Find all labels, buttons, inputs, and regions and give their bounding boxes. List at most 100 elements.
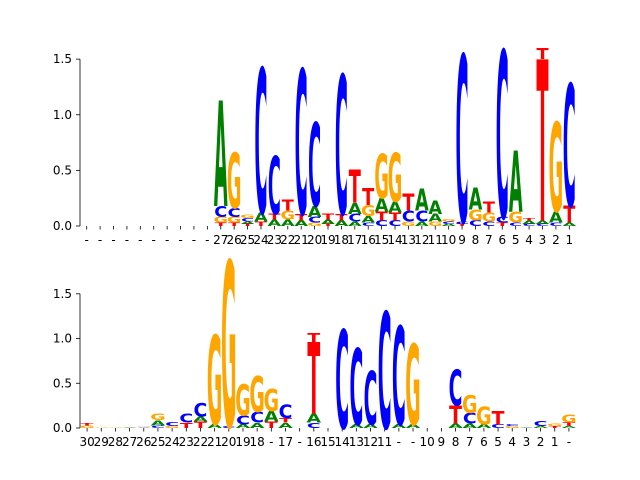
logo-letter-c: C [509,222,522,227]
logo-letter-t: T [563,201,575,228]
y-tick-label: 0.0 [53,421,72,435]
logo-letter-c: C [496,216,509,225]
x-tick-label: 26 [136,435,151,449]
logo-letter-c: C [268,141,281,233]
logo-letter-a: A [264,408,279,425]
x-tick-label: - [269,435,273,449]
x-tick-label: 11 [377,435,392,449]
logo-letter-g: G [94,427,109,428]
x-tick-label: - [192,233,196,247]
x-tick-label: 30 [79,435,94,449]
x-tick-label: 15 [320,435,335,449]
logo-letter-c: C [308,216,321,225]
logo-letter-a: A [562,222,576,227]
logo-letter-c: C [194,401,208,422]
logo-letter-t: T [322,223,335,227]
logo-letter-c: C [463,410,477,427]
logo-letter-a: A [477,424,492,430]
x-tick-label: - [411,435,415,449]
logo-letter-t: T [456,223,469,227]
x-tick-label: - [178,233,182,247]
logo-letter-c: C [348,212,361,224]
x-tick-label: 14 [387,233,402,247]
logo-letter-a: A [348,221,363,228]
x-tick-label: 19 [320,233,335,247]
y-tick-label: 1.5 [53,52,72,66]
x-tick-label: 17 [278,435,293,449]
x-tick-label: 24 [164,435,179,449]
logo-letter-a: A [307,411,322,426]
logo-letter-c: C [442,221,455,225]
logo-letter-c: C [536,223,549,227]
logo-letter-g: G [388,139,403,218]
logo-letter-a: A [469,181,483,216]
logo-letter-a: A [388,199,402,217]
logo-letter-t: T [322,213,335,222]
logo-letter-t: T [255,221,267,228]
x-tick-label: 5 [494,435,502,449]
logo-letter-c: C [456,221,469,225]
logo-letter-c: C [279,402,293,423]
x-tick-label: 20 [307,233,322,247]
x-tick-label: - [205,233,209,247]
logo-letter-c: C [151,425,165,429]
x-tick-label: 18 [250,435,265,449]
x-tick-label: 4 [525,233,533,247]
logo-letter-a: A [214,73,228,241]
logo-letter-a: A [415,182,429,217]
x-tick-label: 28 [108,435,123,449]
x-tick-label: - [567,435,571,449]
logo-letter-t: T [523,218,536,222]
logo-letter-c: C [563,51,576,246]
x-tick-label: 7 [466,435,474,449]
logo-letter-t: T [265,420,278,430]
x-tick-label: 3 [523,435,531,449]
x-tick-label: 21 [294,233,309,247]
logo-letter-a: A [448,423,463,430]
logo-letter-a: A [442,223,456,227]
x-tick-label: - [138,233,142,247]
logo-letter-g: G [221,216,236,480]
logo-letter-a: A [509,135,523,232]
logo-letter-g: G [361,202,376,220]
logo-letter-a: A [406,424,421,430]
x-tick-label: 29 [94,435,109,449]
x-tick-label: 20 [221,435,236,449]
logo-letter-c: C [179,411,193,426]
logo-letter-a: A [536,220,550,225]
logo-letter-t: T [496,222,508,227]
logo-letter-a: A [522,220,536,225]
logo-letter-a: A [254,210,268,224]
logo-letter-a: A [151,419,166,427]
x-tick-label: - [165,233,169,247]
x-tick-label: 18 [334,233,349,247]
x-tick-label: - [152,233,156,247]
logo-letter-a: A [236,424,251,430]
logo-letter-a: A [375,195,389,216]
x-tick-label: 2 [537,435,545,449]
x-tick-label: 25 [240,233,255,247]
logo-letter-c: C [496,7,509,272]
x-tick-label: 16 [361,233,376,247]
logo-letter-c: C [415,208,428,226]
logo-letter-t: T [282,197,295,215]
x-tick-label: 22 [280,233,295,247]
logo-letter-g: G [476,403,491,431]
x-tick-label: 21 [207,435,222,449]
y-tick-label: 0.5 [53,163,72,177]
x-tick-label: 19 [235,435,250,449]
logo-letter-t: T [215,222,227,227]
logo-letter-c: C [375,219,388,228]
logo-letter-g: G [227,216,242,225]
logo-letter-g: G [549,98,564,241]
logo-letter-a: A [250,422,265,430]
logo-letter-t: T [376,209,389,223]
logo-letter-t: T [180,422,193,430]
logo-letter-a: A [415,221,430,228]
x-tick-label: - [125,233,129,247]
logo-letter-t: T [492,409,505,430]
x-tick-label: 13 [349,435,364,449]
logo-letter-a: A [519,427,535,428]
x-tick-label: 11 [428,233,443,247]
logo-letter-g: G [405,323,420,451]
